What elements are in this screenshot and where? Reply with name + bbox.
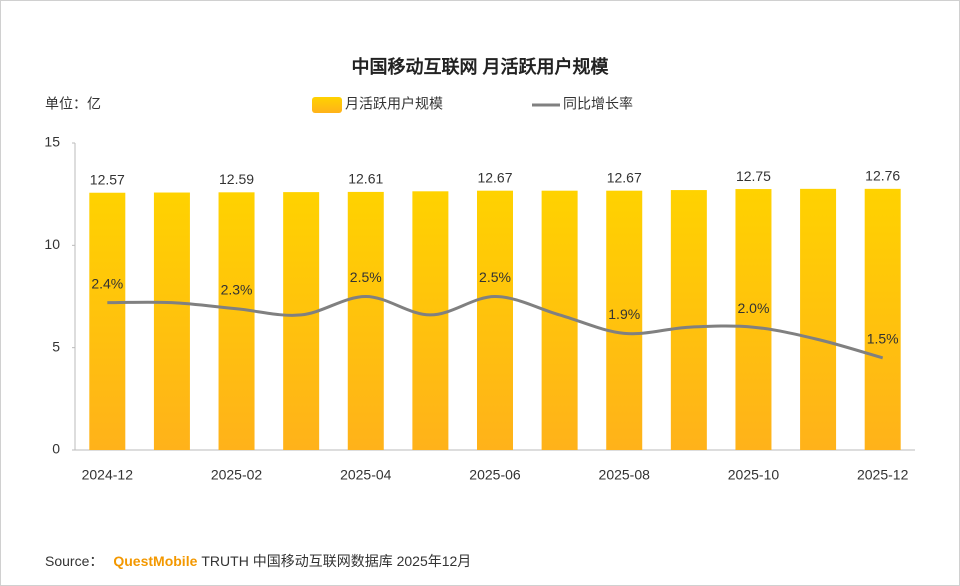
line-value-label: 2.3% (221, 281, 253, 297)
line-series (107, 294, 884, 360)
line-value-label: 2.5% (350, 269, 382, 285)
x-tick-label: 2025-06 (469, 467, 521, 483)
bar (283, 192, 320, 450)
legend-swatch-bar (312, 97, 342, 113)
x-tick-label: 2025-10 (728, 467, 780, 483)
bar-value-label: 12.59 (219, 171, 254, 187)
bar (864, 188, 901, 450)
bar (89, 192, 126, 450)
bar (153, 192, 190, 450)
y-axis-label: 单位：亿 (45, 96, 101, 112)
source-prefix: Source： QuestMobile TRUTH 中国移动互联网数据库 2025年… (45, 553, 471, 569)
bar-value-label: 12.76 (865, 168, 900, 184)
legend-label: 月活跃用户规模 (345, 96, 443, 112)
x-tick-label: 2025-12 (857, 467, 909, 483)
line-value-label: 1.9% (608, 306, 640, 322)
bar-value-label: 12.61 (348, 171, 383, 187)
source-part: TRUTH 中国移动互联网数据库 2025年12月 (201, 553, 471, 569)
legend-label: 同比增长率 (563, 96, 633, 112)
line-value-label: 2.0% (738, 300, 770, 316)
x-tick-label: 2025-02 (211, 467, 263, 483)
chart-title: 中国移动互联网 月活跃用户规模 (352, 56, 610, 77)
source-part: Source： (45, 553, 103, 569)
x-tick-label: 2025-08 (599, 467, 651, 483)
bar (347, 191, 384, 450)
x-tick-label: 2025-04 (340, 467, 392, 483)
bar (412, 191, 449, 450)
bar-value-label: 12.75 (736, 168, 771, 184)
bar (218, 192, 255, 451)
source-brand: QuestMobile (113, 553, 197, 569)
bar (670, 190, 707, 450)
y-tick-label: 10 (44, 236, 60, 252)
x-tick-label: 2024-12 (82, 467, 134, 483)
bar-value-label: 12.67 (477, 169, 512, 185)
bar-value-label: 12.57 (90, 171, 125, 187)
y-tick-label: 5 (52, 338, 60, 354)
line-value-label: 2.4% (91, 275, 123, 291)
bar (735, 189, 772, 451)
line-value-label: 2.5% (479, 269, 511, 285)
line-value-label: 1.5% (867, 331, 899, 347)
bar-value-label: 12.67 (607, 169, 642, 185)
y-tick-label: 15 (44, 134, 60, 150)
bar (541, 190, 578, 451)
bar (477, 190, 513, 451)
bar (606, 190, 643, 451)
y-tick-label: 0 (52, 441, 60, 457)
bar (800, 188, 837, 450)
